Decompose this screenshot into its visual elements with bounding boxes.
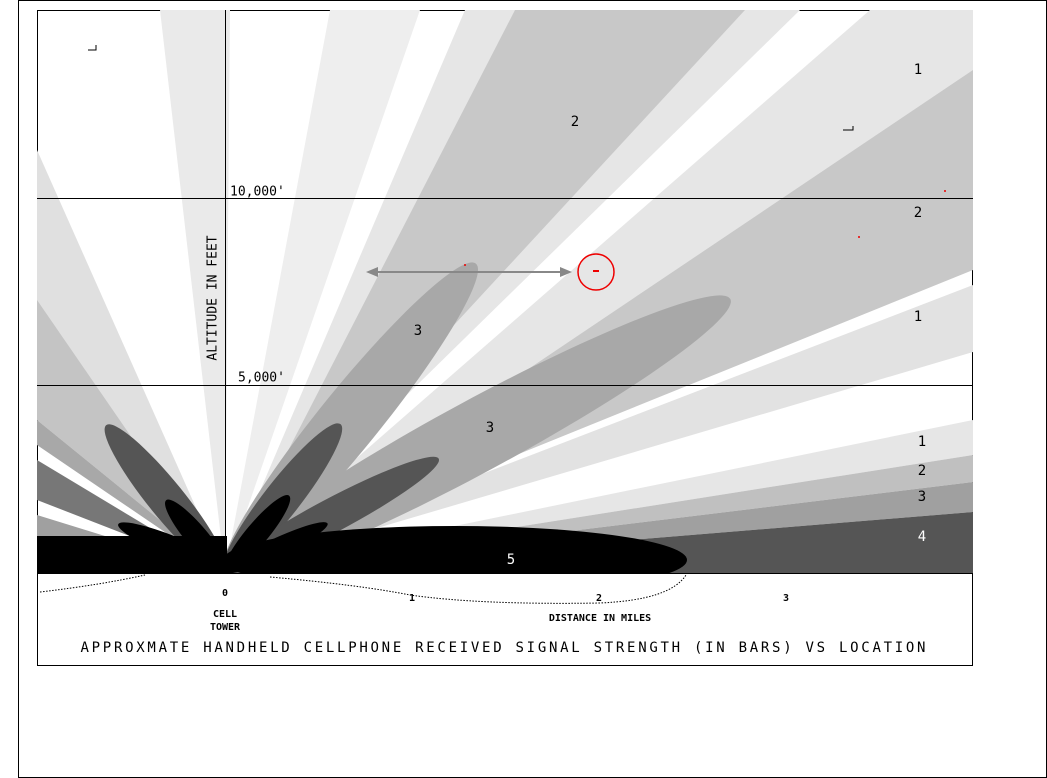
zone-label: 4	[918, 529, 926, 545]
zone-label: 5	[507, 552, 515, 568]
dot	[858, 236, 860, 238]
zone-label: 2	[918, 463, 926, 479]
dot	[944, 190, 946, 192]
x-tick-label: 3	[783, 593, 789, 604]
zone-label: 2	[571, 114, 579, 130]
zone-label: 3	[414, 323, 422, 339]
zone-label: 1	[914, 309, 922, 325]
dot	[464, 264, 466, 266]
diagram: 10,000' 5,000' ALTITUDE IN FEET 0 1 2 3 …	[37, 10, 973, 666]
zone-label: 3	[486, 420, 494, 436]
zone-label: 1	[918, 434, 926, 450]
altitude-label: 5,000'	[238, 371, 285, 386]
y-axis-label: ALTITUDE IN FEET	[206, 235, 221, 360]
x-tick-label: 0	[222, 588, 228, 599]
x-tick-label: 1	[409, 593, 415, 604]
screen: 10,000' 5,000' ALTITUDE IN FEET 0 1 2 3 …	[0, 0, 1047, 778]
origin-label: CELL	[213, 609, 237, 620]
lobe	[37, 536, 227, 573]
altitude-label: 10,000'	[230, 185, 285, 200]
zone-label: 3	[918, 489, 926, 505]
zone-label: 1	[914, 62, 922, 78]
origin-label: TOWER	[210, 622, 241, 633]
zone-label: 2	[914, 205, 922, 221]
x-tick-label: 2	[596, 593, 602, 604]
x-axis-label: DISTANCE IN MILES	[549, 613, 651, 624]
